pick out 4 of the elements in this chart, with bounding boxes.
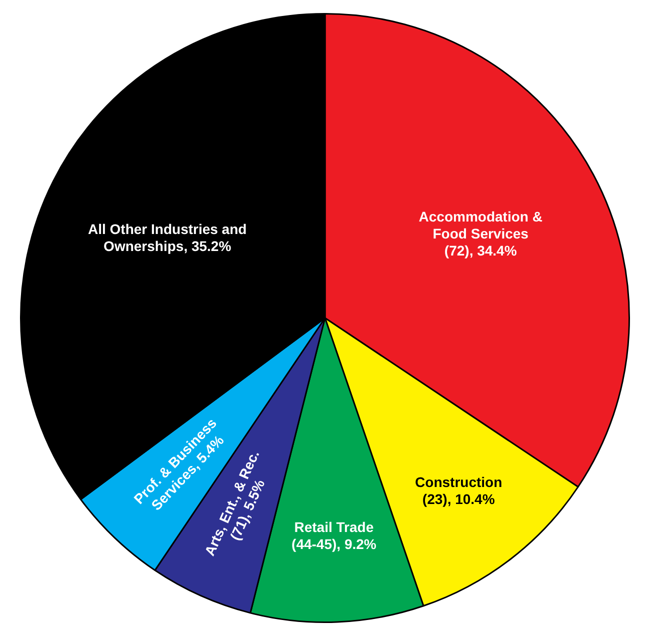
slice-label: Accommodation & Food Services (72), 34.4% — [418, 208, 542, 259]
slice-label: Retail Trade (44-45), 9.2% — [292, 519, 377, 552]
slice-label: Construction (23), 10.4% — [415, 474, 502, 507]
slice-label: All Other Industries and Ownerships, 35.2% — [88, 221, 247, 254]
